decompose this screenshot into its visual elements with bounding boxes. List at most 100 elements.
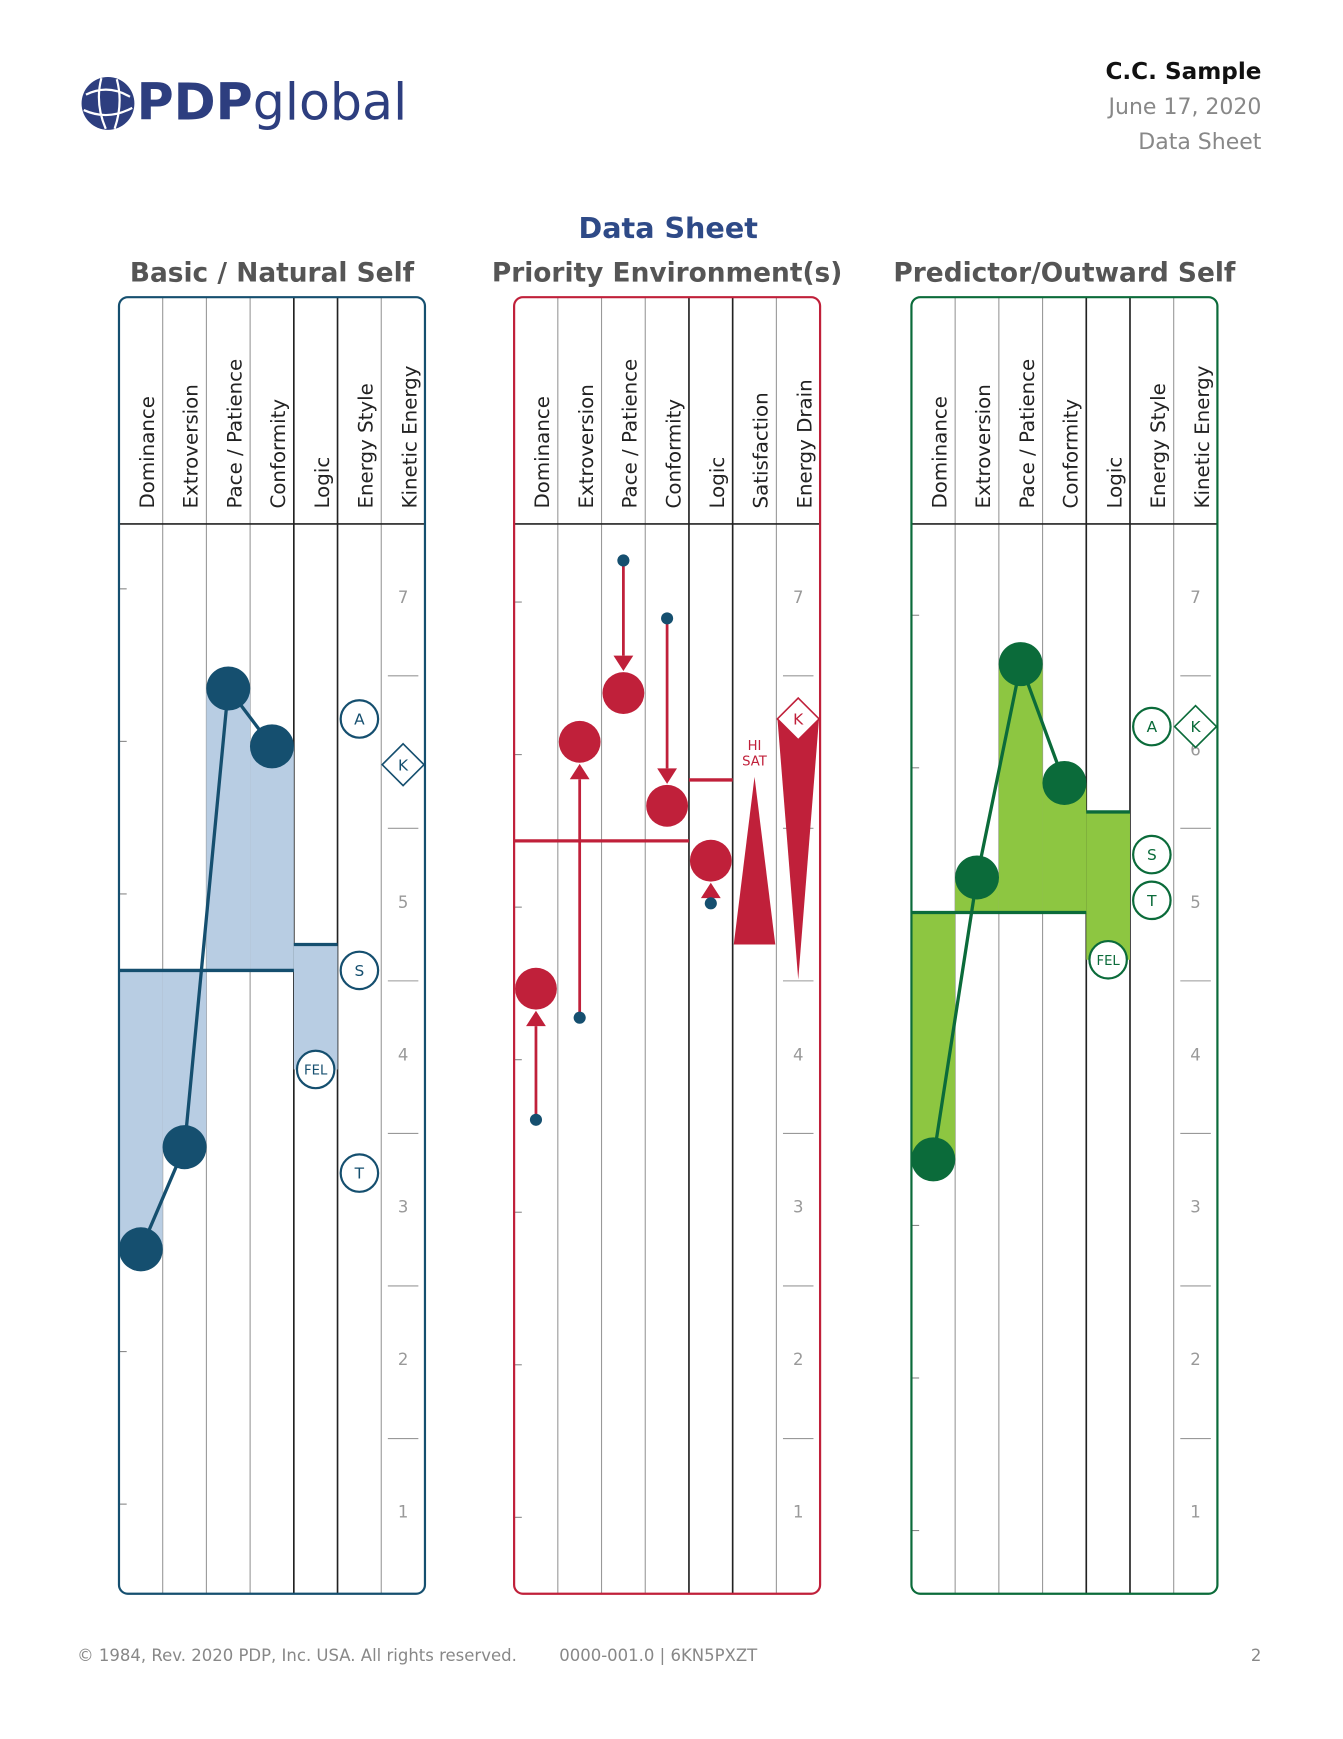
energy-style-marker — [1132, 834, 1172, 875]
y-tick-label: 1 — [793, 1502, 804, 1521]
column-label: Kinetic Energy — [1191, 365, 1214, 508]
deviation-fill — [911, 912, 956, 1160]
profile-point — [206, 666, 251, 711]
y-tick-label: 3 — [398, 1198, 409, 1217]
y-tick-label: 2 — [398, 1350, 409, 1369]
logo: PDPglobal — [81, 72, 407, 131]
energy-style-marker — [339, 950, 380, 991]
profile-point — [954, 855, 1000, 900]
energy-style-label: S — [1147, 846, 1157, 864]
fel-marker — [295, 1049, 336, 1090]
profile-point — [998, 642, 1043, 687]
column-label: Conformity — [267, 399, 290, 509]
deviation-fill — [206, 688, 251, 971]
profile-point — [162, 1125, 207, 1170]
column-label: Pace / Patience — [223, 359, 246, 509]
logo-globe — [81, 77, 135, 130]
column-label: Pace / Patience — [1016, 359, 1039, 509]
column-label: Logic — [311, 457, 334, 509]
column-label: Extroversion — [575, 384, 598, 508]
profile-point — [911, 1137, 956, 1182]
energy-style-label: A — [354, 711, 365, 729]
fel-label: FEL — [304, 1064, 328, 1079]
panel-frame — [910, 296, 1219, 1595]
shift-arrow-head — [569, 763, 590, 780]
y-tick-label: 7 — [398, 588, 409, 607]
satisfaction-label: HI — [748, 739, 762, 754]
shift-arrow-head — [526, 1010, 546, 1027]
energy-style-marker — [1132, 880, 1172, 921]
column-label: Extroversion — [972, 384, 995, 508]
y-tick-label: 7 — [793, 588, 804, 607]
doc-code: 0000-001.0 | 6KN5PXZT — [559, 1646, 758, 1665]
column-label: Logic — [706, 457, 729, 509]
y-tick-label: 3 — [793, 1198, 804, 1217]
energy-style-label: T — [354, 1165, 365, 1183]
panel-frame — [513, 296, 822, 1595]
energy-drain-marker — [776, 696, 821, 742]
fel-label: FEL — [1097, 954, 1121, 969]
deviation-fill — [118, 970, 163, 1250]
fel-marker — [1088, 939, 1128, 980]
satisfaction-label: SAT — [742, 754, 768, 769]
satisfaction-triangle — [733, 776, 776, 945]
shift-arrow-head — [700, 882, 721, 899]
energy-drain-triangle — [777, 718, 819, 980]
column-label: Conformity — [1060, 399, 1083, 509]
natural-point — [573, 1011, 586, 1024]
natural-point — [617, 554, 630, 567]
panel: Priority Environment(s) Dominance Extrover… — [492, 258, 842, 1595]
energy-drain-label: K — [793, 711, 804, 729]
y-tick-label: 7 — [1190, 588, 1200, 607]
logo-pdp: PDP — [137, 72, 253, 131]
column-label: Dominance — [928, 396, 951, 508]
y-tick-label: 5 — [1190, 893, 1200, 912]
panel-frame — [117, 296, 427, 1595]
column-label: Dominance — [531, 396, 554, 508]
column-label: Energy Drain — [793, 379, 816, 508]
report-type: Data Sheet — [1138, 130, 1262, 155]
report-date: June 17, 2020 — [1107, 95, 1262, 120]
copyright: © 1984, Rev. 2020 PDP, Inc. USA. All rig… — [77, 1646, 517, 1665]
y-tick-label: 1 — [398, 1502, 409, 1521]
column-label: Energy Style — [1147, 383, 1170, 508]
y-tick-label: 4 — [398, 1045, 409, 1064]
kinetic-marker — [381, 742, 426, 787]
kinetic-marker — [1173, 704, 1218, 749]
column-label: Kinetic Energy — [398, 365, 421, 508]
logic-fill — [293, 944, 338, 1070]
profile-point — [1042, 760, 1087, 805]
energy-style-label: T — [1146, 892, 1157, 910]
energy-style-marker — [339, 699, 380, 739]
panel: Basic / Natural Self Dominance Extroversio… — [117, 258, 427, 1595]
panel-title: Predictor/Outward Self — [893, 258, 1236, 289]
kinetic-label: K — [1191, 718, 1202, 736]
energy-style-marker — [1132, 706, 1172, 747]
energy-style-label: A — [1147, 718, 1158, 736]
y-tick-label: 2 — [1190, 1350, 1200, 1369]
column-label: Extroversion — [180, 384, 203, 508]
environment-point — [602, 672, 645, 714]
y-tick-label: 4 — [793, 1045, 804, 1064]
column-label: Satisfaction — [750, 392, 773, 508]
environment-point — [558, 720, 601, 763]
profile-line — [931, 658, 1066, 1160]
environment-point — [646, 784, 689, 827]
column-label: Conformity — [662, 399, 685, 509]
profile-point — [118, 1227, 163, 1272]
logic-fill — [1086, 811, 1130, 960]
kinetic-label: K — [398, 756, 409, 774]
profile-line — [139, 684, 274, 1250]
y-tick-label: 4 — [1190, 1045, 1200, 1064]
shift-arrow-head — [613, 655, 634, 672]
profile-point — [249, 724, 294, 769]
logo-globe-lines — [83, 77, 133, 130]
environment-point — [515, 967, 557, 1010]
y-tick-label: 3 — [1190, 1198, 1200, 1217]
column-label: Pace / Patience — [619, 359, 642, 509]
panel: Predictor/Outward Self Dominance Extrovers… — [893, 258, 1236, 1595]
panel-title: Priority Environment(s) — [492, 258, 842, 289]
column-label: Energy Style — [355, 383, 378, 508]
